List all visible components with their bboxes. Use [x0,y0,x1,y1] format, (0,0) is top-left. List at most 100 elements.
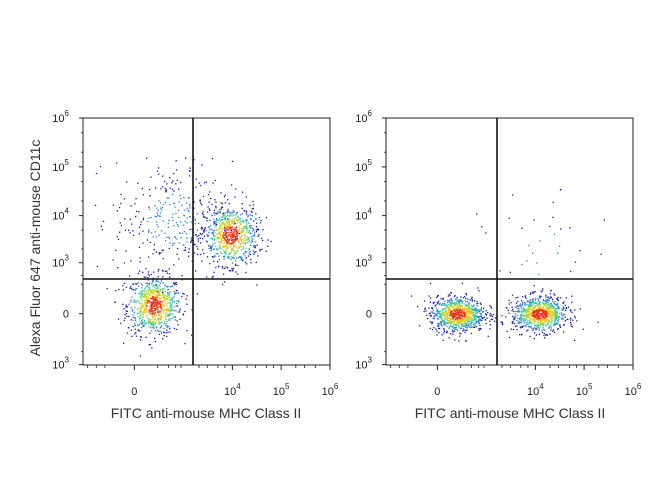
scatter-point [469,310,471,312]
scatter-point [537,310,539,312]
scatter-point [151,292,153,294]
scatter-point [138,246,141,249]
scatter-point [442,311,444,313]
scatter-point [438,332,440,334]
scatter-point [446,318,448,320]
scatter-point [146,282,148,285]
scatter-point [140,290,142,293]
scatter-point [446,299,449,302]
scatter-point [456,303,458,305]
scatter-point [220,202,222,204]
scatter-point [441,319,443,322]
scatter-point [157,311,160,313]
scatter-point [205,230,207,232]
scatter-point [139,314,142,316]
scatter-point [530,308,532,310]
scatter-point [450,304,452,306]
scatter-point [530,314,532,316]
scatter-point [501,321,503,323]
scatter-point [229,235,231,237]
scatter-point [230,242,232,244]
scatter-point [446,330,448,332]
scatter-point [448,308,450,310]
scatter-point [224,217,227,219]
scatter-point [476,309,479,311]
scatter-point [534,299,536,301]
scatter-point [534,311,536,314]
scatter-point [478,329,480,331]
scatter-point [247,231,249,233]
scatter-point [555,314,557,316]
scatter-point [540,304,542,306]
scatter-point [524,310,526,312]
scatter-point [537,313,539,315]
scatter-point [534,327,536,329]
scatter-point [203,235,206,237]
scatter-point [447,314,449,316]
scatter-point [463,311,465,314]
scatter-point [246,241,249,244]
scatter-point [554,300,556,303]
scatter-point [533,319,536,322]
scatter-point [233,222,235,224]
scatter-point [158,234,160,236]
scatter-point [245,247,247,249]
scatter-point [148,284,150,286]
scatter-point [217,253,219,255]
scatter-point [231,235,233,237]
scatter-point [241,242,243,244]
scatter-point [162,258,164,260]
scatter-point [152,325,155,327]
x-tick-label: 105 [273,382,290,398]
scatter-point [441,325,443,327]
scatter-point [193,201,195,203]
scatter-point [437,310,439,312]
scatter-point [169,328,171,330]
scatter-point [466,304,468,306]
scatter-point [189,203,191,205]
scatter-point [230,236,232,238]
scatter-point [154,337,156,339]
scatter-point [547,323,549,325]
scatter-point [149,311,151,313]
scatter-point [453,321,455,323]
scatter-point [545,316,547,318]
scatter-point [131,223,133,225]
scatter-point [135,300,137,302]
scatter-point [462,311,464,313]
scatter-point [557,315,559,318]
scatter-point [218,211,220,213]
scatter-point [451,310,453,313]
x-tick-label: 105 [576,382,593,398]
scatter-point [174,284,176,286]
scatter-point [471,299,473,301]
scatter-point [517,308,519,310]
scatter-point [213,239,215,241]
scatter-point [451,315,453,317]
scatter-point [213,221,215,223]
scatter-point [242,241,245,243]
scatter-point [231,211,233,214]
scatter-point [531,327,533,329]
scatter-point [258,234,260,236]
scatter-point [212,235,214,237]
scatter-point [243,245,245,248]
scatter-point [156,300,158,303]
scatter-point [176,169,178,171]
scatter-point [433,301,435,303]
scatter-point [510,328,512,330]
scatter-point [227,226,229,228]
scatter-point [551,330,554,332]
scatter-point [546,306,548,309]
scatter-point [141,284,143,286]
scatter-point [146,305,148,307]
scatter-point [463,315,465,317]
scatter-point [553,233,556,235]
scatter-point [196,229,199,232]
scatter-point [149,320,151,322]
scatter-point [455,306,457,308]
scatter-point [179,221,182,223]
scatter-point [175,212,177,215]
scatter-point [164,187,166,189]
scatter-point [126,310,128,312]
